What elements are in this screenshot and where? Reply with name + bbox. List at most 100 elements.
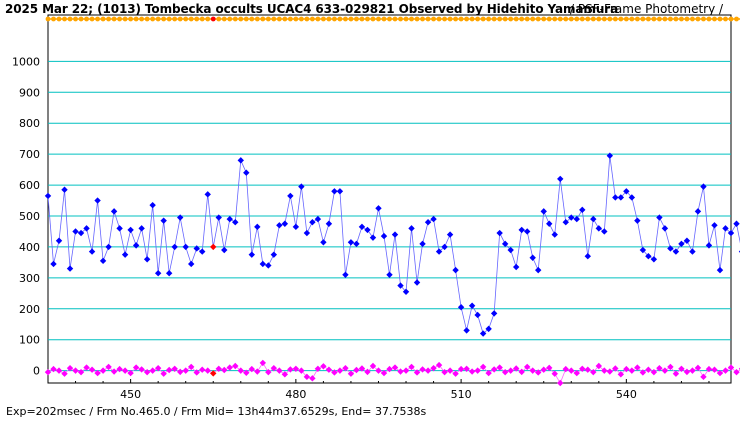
target-point: [265, 262, 272, 269]
top-marker: [161, 16, 167, 22]
comparison-point: [562, 365, 569, 373]
top-marker: [128, 16, 134, 22]
top-marker: [84, 16, 89, 22]
target-point: [336, 188, 344, 195]
comparison-point: [215, 365, 222, 372]
top-marker: [298, 16, 304, 22]
top-marker: [568, 16, 574, 22]
comparison-point: [716, 369, 724, 377]
target-point: [176, 214, 184, 221]
top-marker: [111, 16, 117, 22]
top-marker: [712, 16, 717, 22]
top-marker: [464, 16, 470, 22]
target-point: [154, 270, 162, 277]
top-marker: [365, 16, 370, 22]
y-tick-label: 800: [19, 117, 40, 130]
comparison-point: [557, 379, 564, 387]
target-point: [132, 242, 140, 249]
comparison-point: [579, 365, 586, 372]
comparison-point: [369, 362, 377, 370]
comparison-point: [353, 366, 360, 374]
top-marker: [728, 16, 734, 22]
top-marker: [376, 16, 381, 22]
top-marker: [723, 16, 728, 22]
comparison-point: [441, 368, 448, 376]
target-point: [303, 229, 311, 237]
chart-method-label: / PSF-Frame Photometry /: [570, 2, 724, 16]
target-point: [645, 253, 652, 260]
target-point: [700, 183, 707, 190]
target-point: [72, 228, 79, 235]
x-axis-ticks: 420450480510540: [75, 379, 710, 401]
target-point: [83, 225, 90, 232]
top-marker: [370, 16, 376, 22]
target-point: [573, 215, 580, 223]
target-point: [490, 310, 498, 317]
top-marker: [601, 16, 607, 22]
gridlines: [48, 60, 731, 372]
top-marker: [508, 16, 514, 22]
y-tick-label: 600: [19, 179, 40, 192]
comparison-point: [116, 365, 123, 373]
top-marker: [73, 16, 78, 22]
comparison-point: [221, 366, 228, 374]
comparison-point: [138, 366, 145, 373]
y-tick-label: 500: [19, 210, 40, 223]
top-marker: [144, 16, 150, 22]
top-marker: [541, 16, 547, 22]
target-point: [419, 240, 426, 248]
top-marker: [414, 16, 420, 22]
x-tick-label: 510: [451, 388, 472, 401]
comparison-point: [171, 365, 178, 372]
target-point: [121, 251, 129, 258]
top-marker: [62, 16, 67, 22]
target-point: [474, 311, 481, 319]
top-marker: [618, 16, 624, 22]
target-point: [716, 266, 724, 274]
top-marker-row: [45, 16, 740, 22]
target-point: [353, 240, 360, 248]
comparison-point: [276, 367, 283, 374]
comparison-point: [463, 365, 470, 372]
comparison-point: [727, 364, 735, 371]
comparison-point: [457, 365, 465, 373]
comparison-point: [408, 363, 415, 371]
top-marker: [392, 16, 398, 22]
target-point: [430, 215, 437, 223]
comparison-point: [165, 366, 173, 374]
target-point: [485, 325, 492, 333]
comparison-point: [375, 367, 382, 374]
comparison-point: [546, 364, 553, 372]
comparison-point: [127, 369, 134, 377]
top-marker: [67, 16, 73, 22]
comparison-point: [645, 366, 652, 373]
comparison-point: [689, 367, 696, 374]
comparison-point: [584, 366, 591, 373]
top-marker: [155, 16, 161, 22]
target-point: [325, 220, 333, 227]
top-marker: [690, 16, 695, 22]
top-marker: [409, 16, 414, 22]
comparison-point: [55, 367, 63, 374]
top-marker: [662, 16, 668, 22]
target-point: [88, 248, 96, 255]
target-point: [270, 251, 278, 258]
comparison-point: [270, 364, 278, 372]
target-point: [143, 256, 151, 263]
comparison-point: [606, 368, 614, 375]
comparison-point: [551, 370, 558, 377]
comparison-point: [446, 367, 454, 374]
comparison-point: [512, 365, 520, 372]
top-marker: [199, 16, 205, 22]
target-point: [512, 263, 520, 271]
top-marker: [177, 16, 183, 22]
target-point: [259, 260, 267, 268]
target-point: [579, 206, 586, 214]
target-point: [44, 192, 52, 200]
top-marker: [381, 16, 387, 22]
target-point: [408, 225, 415, 232]
comparison-point: [331, 369, 338, 376]
target-point: [722, 225, 729, 232]
top-marker: [596, 16, 602, 22]
top-marker: [480, 16, 486, 22]
